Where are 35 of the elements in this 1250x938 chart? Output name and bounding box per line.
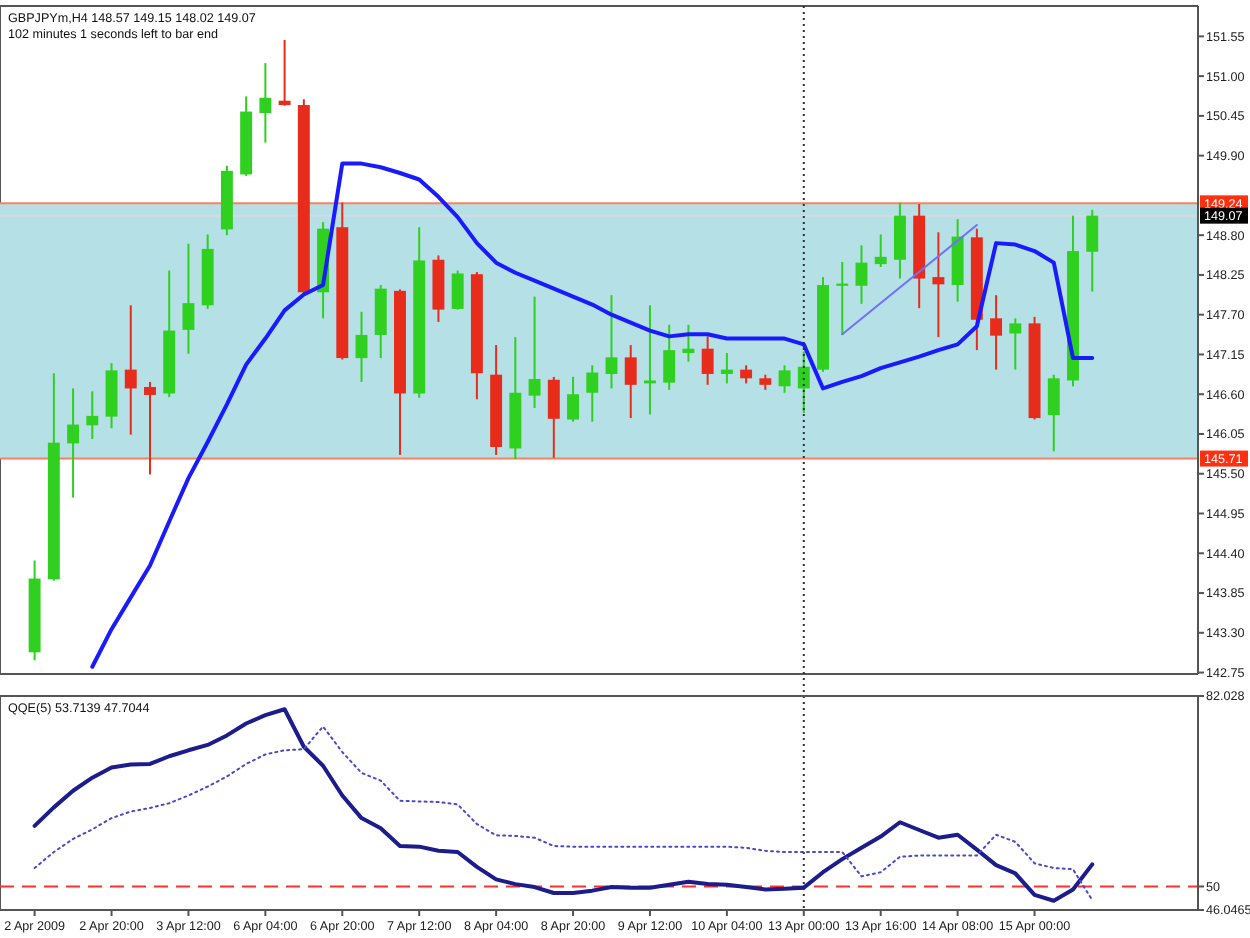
candlestick xyxy=(740,364,753,385)
candlestick xyxy=(682,323,695,363)
candlestick xyxy=(778,364,791,394)
candlestick xyxy=(624,344,637,420)
candlestick xyxy=(86,390,99,441)
candlestick xyxy=(855,244,868,305)
candlestick xyxy=(1086,208,1099,293)
candlestick xyxy=(893,201,906,280)
candlestick xyxy=(528,295,541,409)
candlestick xyxy=(567,375,579,423)
candlestick xyxy=(932,231,945,339)
candlestick xyxy=(547,375,560,459)
candlestick xyxy=(720,352,733,385)
line-series xyxy=(90,161,1095,669)
candlestick xyxy=(586,364,599,423)
candlestick xyxy=(1009,317,1022,371)
candlestick xyxy=(182,242,195,355)
candlestick xyxy=(278,38,291,107)
candlestick xyxy=(797,350,810,415)
candlestick xyxy=(990,294,1003,371)
candlestick xyxy=(874,233,887,268)
candlestick xyxy=(644,304,656,416)
candlestick xyxy=(701,335,714,386)
candlestick xyxy=(105,362,118,430)
candlestick xyxy=(374,284,387,360)
candlestick xyxy=(451,269,464,311)
candlestick xyxy=(124,304,137,436)
candlestick xyxy=(836,260,849,336)
candlestick xyxy=(355,310,368,383)
candlestick xyxy=(259,62,272,144)
candlestick xyxy=(144,380,156,476)
candlestick xyxy=(663,323,676,391)
candlestick xyxy=(1047,373,1060,453)
candlestick xyxy=(605,294,618,390)
candlestick xyxy=(67,387,80,499)
